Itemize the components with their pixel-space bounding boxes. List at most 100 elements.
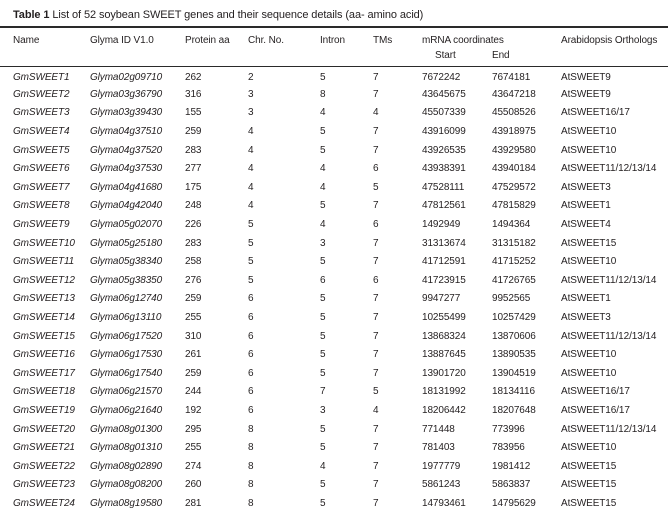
protein-aa-cell: 295 <box>185 423 202 435</box>
arabidopsis-ortholog-cell: AtSWEET1 <box>561 293 611 305</box>
protein-aa-cell: 283 <box>185 237 202 249</box>
protein-aa-cell: 281 <box>185 497 202 509</box>
column-header-arabidopsis-orthologs: Arabidopsis Orthologs <box>561 28 668 67</box>
protein-aa-cell: 244 <box>185 386 202 398</box>
intron-cell: 4 <box>320 460 326 472</box>
mrna-start-cell: 43926535 <box>422 144 466 156</box>
arabidopsis-ortholog-cell: AtSWEET15 <box>561 497 617 509</box>
glyma-id-cell: Glyma04g37510 <box>90 126 163 138</box>
glyma-id-cell: Glyma08g02890 <box>90 460 163 472</box>
arabidopsis-ortholog-cell: AtSWEET16/17 <box>561 404 630 416</box>
arabidopsis-ortholog-cell: AtSWEET11/12/13/14 <box>561 163 657 175</box>
gene-name-cell: GmSWEET13 <box>13 293 75 305</box>
tms-cell: 7 <box>373 237 379 249</box>
chr-no-cell: 4 <box>248 144 254 156</box>
intron-cell: 5 <box>320 126 326 138</box>
arabidopsis-ortholog-cell: AtSWEET10 <box>561 144 617 156</box>
chr-no-cell: 6 <box>248 367 254 379</box>
mrna-start-cell: 18131992 <box>422 386 466 398</box>
mrna-end-cell: 9952565 <box>492 293 531 305</box>
glyma-id-cell: Glyma06g21640 <box>90 404 163 416</box>
tms-cell: 6 <box>373 219 379 231</box>
gene-name-cell: GmSWEET1 <box>13 71 70 83</box>
glyma-id-cell: Glyma08g08200 <box>90 479 163 491</box>
tms-cell: 7 <box>373 367 379 379</box>
table-row: GmSWEET1 Glyma02g09710 262 2 5 7 7672242… <box>0 67 668 86</box>
tms-cell: 7 <box>373 200 379 212</box>
protein-aa-cell: 310 <box>185 330 202 342</box>
chr-no-cell: 4 <box>248 163 254 175</box>
gene-name-cell: GmSWEET2 <box>13 88 70 100</box>
tms-cell: 7 <box>373 442 379 454</box>
table-caption: Table 1 List of 52 soybean SWEET genes a… <box>0 0 668 28</box>
table-row: GmSWEET2 Glyma03g36790 316 3 8 7 4364567… <box>0 85 668 104</box>
protein-aa-cell: 260 <box>185 479 202 491</box>
table-row: GmSWEET9 Glyma05g02070 226 5 4 6 1492949… <box>0 215 668 234</box>
glyma-id-cell: Glyma06g17520 <box>90 330 163 342</box>
mrna-end-cell: 783956 <box>492 442 525 454</box>
column-header-tms: TMs <box>373 28 422 67</box>
tms-cell: 4 <box>373 107 379 119</box>
protein-aa-cell: 259 <box>185 367 202 379</box>
mrna-start-cell: 41723915 <box>422 274 466 286</box>
chr-no-cell: 8 <box>248 479 254 491</box>
tms-cell: 7 <box>373 144 379 156</box>
column-header-intron: Intron <box>320 28 373 67</box>
intron-cell: 5 <box>320 312 326 324</box>
arabidopsis-ortholog-cell: AtSWEET10 <box>561 126 617 138</box>
intron-cell: 5 <box>320 349 326 361</box>
intron-cell: 3 <box>320 237 326 249</box>
mrna-end-cell: 31315182 <box>492 237 536 249</box>
tms-cell: 7 <box>373 88 379 100</box>
protein-aa-cell: 255 <box>185 312 202 324</box>
table-row: GmSWEET14 Glyma06g13110 255 6 5 7 102554… <box>0 308 668 327</box>
tms-cell: 7 <box>373 497 379 509</box>
intron-cell: 5 <box>320 330 326 342</box>
column-header-name: Name <box>0 28 90 67</box>
chr-no-cell: 5 <box>248 256 254 268</box>
arabidopsis-ortholog-cell: AtSWEET11/12/13/14 <box>561 423 657 435</box>
table-row: GmSWEET19 Glyma06g21640 192 6 3 4 182064… <box>0 401 668 420</box>
glyma-id-cell: Glyma08g01310 <box>90 442 163 454</box>
mrna-start-cell: 18206442 <box>422 404 466 416</box>
gene-name-cell: GmSWEET14 <box>13 312 75 324</box>
mrna-start-cell: 7672242 <box>422 71 461 83</box>
table-row: GmSWEET11 Glyma05g38340 258 5 5 7 417125… <box>0 252 668 271</box>
gene-name-cell: GmSWEET24 <box>13 497 75 509</box>
intron-cell: 7 <box>320 386 326 398</box>
chr-no-cell: 8 <box>248 460 254 472</box>
mrna-end-cell: 47815829 <box>492 200 536 212</box>
tms-cell: 6 <box>373 163 379 175</box>
gene-table: Name Glyma ID V1.0 Protein aa Chr. No. I… <box>0 28 668 511</box>
table-caption-label: Table 1 <box>13 9 50 21</box>
table-header: Name Glyma ID V1.0 Protein aa Chr. No. I… <box>0 28 668 67</box>
chr-no-cell: 6 <box>248 404 254 416</box>
header-row: Name Glyma ID V1.0 Protein aa Chr. No. I… <box>0 28 668 67</box>
tms-cell: 7 <box>373 479 379 491</box>
glyma-id-cell: Glyma05g38340 <box>90 256 163 268</box>
intron-cell: 5 <box>320 423 326 435</box>
intron-cell: 4 <box>320 107 326 119</box>
mrna-end-cell: 18134116 <box>492 386 535 398</box>
arabidopsis-ortholog-cell: AtSWEET16/17 <box>561 107 630 119</box>
mrna-start-cell: 1492949 <box>422 219 461 231</box>
mrna-start-cell: 45507339 <box>422 107 466 119</box>
glyma-id-cell: Glyma04g42040 <box>90 200 163 212</box>
chr-no-cell: 5 <box>248 219 254 231</box>
tms-cell: 7 <box>373 71 379 83</box>
protein-aa-cell: 277 <box>185 163 202 175</box>
arabidopsis-ortholog-cell: AtSWEET9 <box>561 88 611 100</box>
mrna-start-cell: 771448 <box>422 423 455 435</box>
intron-cell: 5 <box>320 144 326 156</box>
glyma-id-cell: Glyma05g25180 <box>90 237 163 249</box>
gene-name-cell: GmSWEET23 <box>13 479 75 491</box>
column-header-glyma-id: Glyma ID V1.0 <box>90 28 185 67</box>
mrna-start-cell: 10255499 <box>422 312 466 324</box>
glyma-id-cell: Glyma05g38350 <box>90 274 163 286</box>
glyma-id-cell: Glyma06g17530 <box>90 349 163 361</box>
chr-no-cell: 6 <box>248 312 254 324</box>
arabidopsis-ortholog-cell: AtSWEET15 <box>561 479 617 491</box>
gene-name-cell: GmSWEET9 <box>13 219 70 231</box>
chr-no-cell: 4 <box>248 200 254 212</box>
mrna-end-cell: 5863837 <box>492 479 531 491</box>
